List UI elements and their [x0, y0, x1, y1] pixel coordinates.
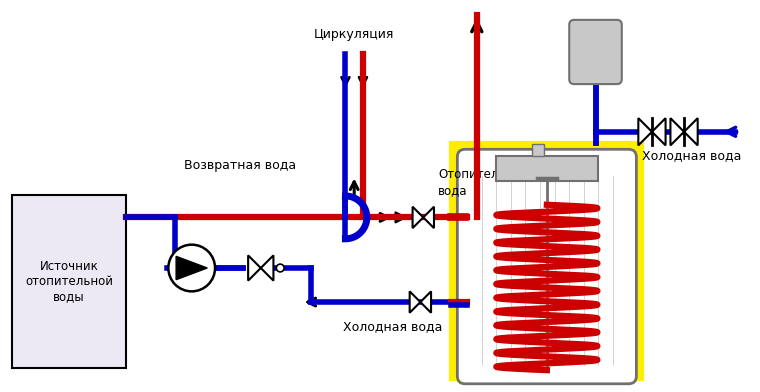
FancyBboxPatch shape	[458, 149, 636, 384]
Polygon shape	[413, 207, 423, 228]
Bar	[496, 156, 598, 181]
Text: Источник
отопительной
воды: Источник отопительной воды	[25, 260, 113, 303]
Polygon shape	[638, 118, 652, 145]
Polygon shape	[420, 291, 431, 313]
FancyBboxPatch shape	[569, 20, 622, 84]
Text: Циркуляция: Циркуляция	[314, 28, 394, 41]
Text: Отопительная
вода: Отопительная вода	[438, 168, 527, 197]
Circle shape	[168, 245, 215, 291]
Polygon shape	[261, 255, 274, 281]
Text: Холодная вода: Холодная вода	[642, 150, 742, 163]
Bar	[532, 144, 544, 156]
Polygon shape	[176, 256, 207, 279]
Text: Возвратная вода: Возвратная вода	[184, 159, 296, 172]
Text: Холодная вода: Холодная вода	[343, 320, 442, 333]
Polygon shape	[248, 255, 261, 281]
Circle shape	[277, 264, 284, 272]
Polygon shape	[684, 118, 698, 145]
Polygon shape	[652, 118, 666, 145]
Bar	[451, 143, 642, 379]
Polygon shape	[670, 118, 684, 145]
Polygon shape	[423, 207, 434, 228]
Bar	[11, 195, 126, 368]
Polygon shape	[410, 291, 420, 313]
